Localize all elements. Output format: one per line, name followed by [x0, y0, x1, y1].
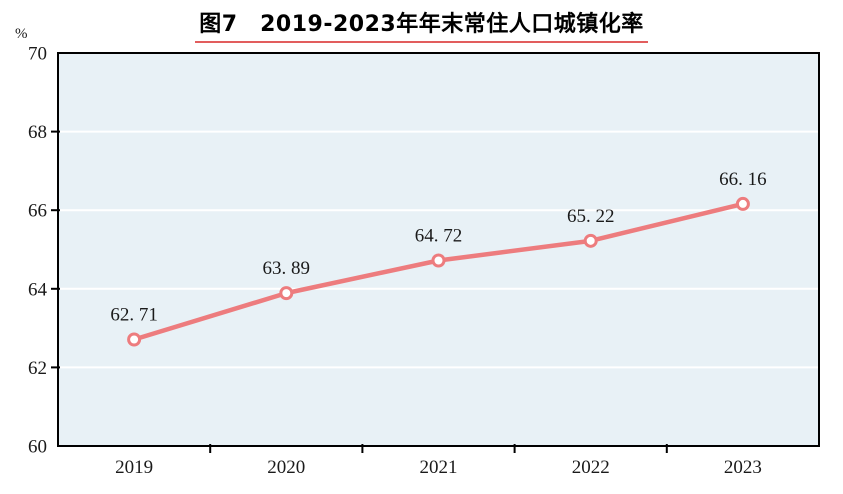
- y-axis-tick-label: 68: [28, 122, 47, 143]
- x-axis-tick-label: 2023: [724, 457, 762, 478]
- data-label: 62. 71: [110, 304, 158, 325]
- y-axis-unit-label: %: [15, 26, 28, 42]
- plot-area: [58, 53, 819, 446]
- x-axis-tick-label: 2021: [420, 457, 458, 478]
- data-point-marker: [583, 233, 598, 248]
- x-axis-tick-label: 2022: [572, 457, 610, 478]
- data-label: 64. 72: [415, 226, 463, 247]
- data-point-marker: [127, 332, 142, 347]
- data-label: 66. 16: [719, 169, 767, 190]
- data-point-marker: [735, 196, 750, 211]
- plot-border: [57, 52, 820, 447]
- y-axis-tick-label: 70: [28, 44, 47, 65]
- data-point-marker: [431, 253, 446, 268]
- y-axis-tick-label: 60: [28, 437, 47, 458]
- y-axis-tick-label: 62: [28, 358, 47, 379]
- data-label: 63. 89: [263, 258, 311, 279]
- y-axis-tick-label: 64: [28, 279, 48, 300]
- chart-title-row: 图7 2019-2023年年末常住人口城镇化率: [0, 6, 843, 43]
- y-axis-tick-label: 66: [28, 201, 47, 222]
- chart-title: 图7 2019-2023年年末常住人口城镇化率: [195, 6, 648, 43]
- x-axis-tick-label: 2020: [267, 457, 305, 478]
- data-point-marker: [279, 286, 294, 301]
- data-label: 65. 22: [567, 206, 615, 227]
- x-axis-tick-label: 2019: [115, 457, 153, 478]
